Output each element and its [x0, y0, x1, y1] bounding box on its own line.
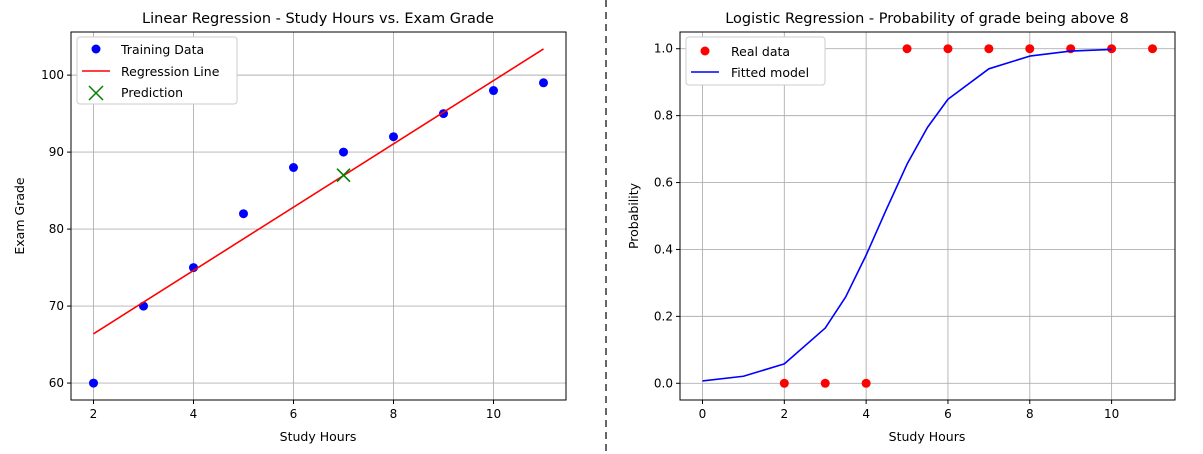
legend-marker-real-data [700, 46, 710, 56]
chart-title: Linear Regression - Study Hours vs. Exam… [142, 11, 494, 27]
y-tick-label: 60 [49, 376, 64, 390]
chart-title: Logistic Regression - Probability of gra… [725, 11, 1129, 27]
axes-frame [70, 31, 567, 401]
real-data-point [902, 44, 912, 54]
real-data-point [1025, 44, 1035, 54]
legend-label-fitted-model: Fitted model [731, 65, 809, 80]
x-tick-label: 6 [290, 407, 298, 421]
grid [680, 32, 1175, 400]
real-data-point [861, 378, 871, 388]
logistic-regression-chart: Logistic Regression - Probability of gra… [626, 11, 1176, 444]
y-axis-label: Probability [626, 182, 641, 249]
training-data-point [289, 162, 298, 172]
legend-label-regression-line: Regression Line [121, 64, 220, 79]
real-data-point [1148, 44, 1157, 54]
real-data-point [984, 44, 994, 54]
legend-box [685, 36, 826, 86]
regression-line-line [93, 48, 544, 335]
y-tick-label: 90 [49, 145, 64, 159]
fitted-model-line [702, 48, 1112, 382]
x-tick-label: 0 [699, 407, 707, 421]
x-tick-label: 6 [944, 407, 952, 421]
real-data-point [820, 378, 830, 388]
y-tick-label: 70 [49, 299, 64, 313]
ticks: 0 2 4 6 8 10 0.0 0.2 0.4 0.6 0.8 1.0 [654, 42, 1119, 421]
x-tick-label: 10 [486, 407, 501, 421]
x-tick-label: 4 [862, 407, 870, 421]
legend-label-real-data: Real data [731, 44, 790, 59]
y-tick-label: 1.0 [654, 42, 673, 56]
axes-frame [679, 31, 1176, 401]
y-tick-label: 0.8 [654, 109, 673, 123]
training-data-point [89, 378, 98, 388]
y-tick-label: 80 [49, 222, 64, 236]
y-tick-label: 0.0 [654, 376, 673, 390]
legend-marker-prediction [88, 85, 104, 101]
x-tick-label: 8 [1026, 407, 1034, 421]
ticks: 2 4 6 8 10 60 70 80 90 100 [41, 68, 501, 421]
legend-marker-training-data [91, 44, 101, 54]
real-data-point [943, 44, 953, 54]
x-tick-label: 8 [390, 407, 398, 421]
training-data-point [389, 132, 398, 142]
x-tick-label: 4 [190, 407, 198, 421]
x-axis-label: Study Hours [280, 429, 357, 444]
training-data-point [339, 147, 348, 157]
y-tick-label: 0.4 [654, 242, 673, 256]
legend: Training Data Regression Line Prediction [76, 36, 238, 105]
legend-label-prediction: Prediction [121, 85, 183, 100]
prediction-marker-stroke [336, 168, 351, 183]
x-tick-label: 2 [780, 407, 788, 421]
real-data-point [779, 378, 789, 388]
y-axis-label: Exam Grade [12, 177, 27, 255]
y-tick-label: 0.2 [654, 309, 673, 323]
real-data-point [1107, 44, 1117, 54]
training-data-point [489, 86, 498, 96]
y-tick-label: 100 [41, 68, 64, 82]
legend-box [76, 36, 238, 105]
y-tick-label: 0.6 [654, 176, 673, 190]
prediction-marker [336, 168, 351, 183]
legend-label-training-data: Training Data [120, 42, 204, 57]
linear-regression-chart: Linear Regression - Study Hours vs. Exam… [12, 11, 567, 444]
training-data-point [539, 78, 548, 88]
x-axis-label: Study Hours [889, 429, 966, 444]
training-data-point [239, 209, 248, 219]
plot-area [89, 48, 548, 388]
x-tick-label: 2 [90, 407, 98, 421]
plot-area [702, 44, 1157, 388]
legend: Real data Fitted model [685, 36, 826, 86]
x-tick-label: 10 [1104, 407, 1119, 421]
